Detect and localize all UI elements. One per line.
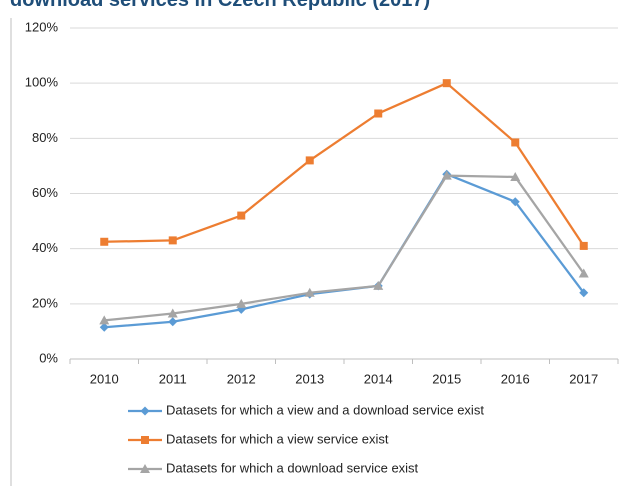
marker: [100, 237, 109, 246]
x-tick-label: 2013: [295, 371, 324, 386]
marker: [578, 268, 589, 278]
y-tick-label: 100%: [25, 75, 59, 90]
marker: [441, 170, 452, 180]
marker: [168, 236, 177, 245]
y-tick-label: 20%: [32, 295, 58, 310]
x-tick-label: 2015: [432, 371, 461, 386]
marker: [99, 315, 110, 325]
marker: [168, 317, 178, 327]
x-tick-label: 2016: [501, 371, 530, 386]
marker: [140, 406, 150, 416]
chart-title: download services in Czech Republic (201…: [10, 0, 430, 11]
marker: [373, 280, 384, 290]
marker: [99, 322, 109, 332]
marker: [237, 211, 246, 220]
marker: [167, 308, 178, 318]
legend-label: Datasets for which a view and a download…: [166, 402, 484, 417]
marker: [511, 138, 520, 147]
series-line: [104, 174, 585, 322]
marker: [510, 171, 521, 181]
y-tick-label: 40%: [32, 240, 58, 255]
legend-label: Datasets for which a view service exist: [166, 431, 389, 446]
x-tick-label: 2011: [159, 371, 187, 386]
marker: [140, 464, 150, 473]
marker: [236, 298, 247, 308]
y-tick-label: 0%: [39, 350, 58, 365]
marker: [579, 288, 589, 298]
series-line: [104, 82, 585, 247]
marker: [141, 436, 149, 444]
x-tick-label: 2010: [90, 371, 119, 386]
marker: [374, 109, 383, 118]
legend-label: Datasets for which a download service ex…: [166, 460, 419, 475]
marker: [442, 79, 451, 88]
x-tick-label: 2014: [364, 371, 393, 386]
marker: [510, 197, 520, 207]
y-tick-label: 80%: [32, 130, 58, 145]
marker: [304, 287, 315, 297]
y-tick-label: 60%: [32, 185, 58, 200]
y-tick-label: 120%: [25, 19, 59, 34]
marker: [305, 156, 314, 165]
x-tick-label: 2017: [569, 371, 598, 386]
x-tick-label: 2012: [227, 371, 256, 386]
marker: [579, 241, 588, 250]
